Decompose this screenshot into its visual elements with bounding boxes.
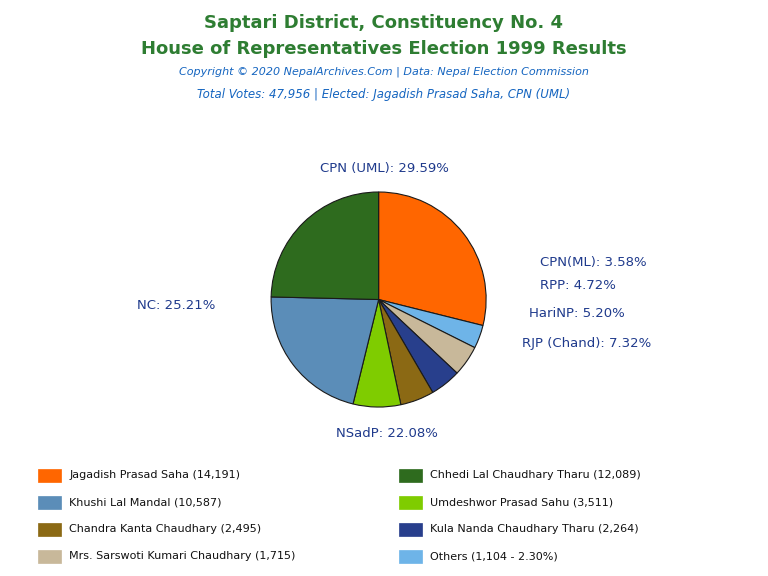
Text: RPP: 4.72%: RPP: 4.72% [540, 279, 616, 292]
Text: CPN (UML): 29.59%: CPN (UML): 29.59% [319, 162, 449, 175]
Wedge shape [379, 300, 432, 405]
Wedge shape [379, 192, 486, 325]
Text: Kula Nanda Chaudhary Tharu (2,264): Kula Nanda Chaudhary Tharu (2,264) [430, 524, 639, 535]
Text: Copyright © 2020 NepalArchives.Com | Data: Nepal Election Commission: Copyright © 2020 NepalArchives.Com | Dat… [179, 66, 589, 77]
Text: House of Representatives Election 1999 Results: House of Representatives Election 1999 R… [141, 40, 627, 58]
Wedge shape [379, 300, 483, 348]
Wedge shape [271, 297, 379, 404]
Wedge shape [353, 300, 401, 407]
Wedge shape [379, 300, 457, 392]
Wedge shape [271, 192, 379, 300]
Text: Others (1,104 - 2.30%): Others (1,104 - 2.30%) [430, 551, 558, 562]
Text: CPN(ML): 3.58%: CPN(ML): 3.58% [540, 256, 647, 270]
Text: NC: 25.21%: NC: 25.21% [137, 300, 215, 312]
Wedge shape [379, 300, 475, 373]
Text: Total Votes: 47,956 | Elected: Jagadish Prasad Saha, CPN (UML): Total Votes: 47,956 | Elected: Jagadish … [197, 88, 571, 101]
Text: HariNP: 5.20%: HariNP: 5.20% [529, 307, 625, 320]
Text: Umdeshwor Prasad Sahu (3,511): Umdeshwor Prasad Sahu (3,511) [430, 497, 613, 507]
Text: Chandra Kanta Chaudhary (2,495): Chandra Kanta Chaudhary (2,495) [69, 524, 261, 535]
Text: NSadP: 22.08%: NSadP: 22.08% [336, 427, 439, 441]
Text: Mrs. Sarswoti Kumari Chaudhary (1,715): Mrs. Sarswoti Kumari Chaudhary (1,715) [69, 551, 296, 562]
Text: RJP (Chand): 7.32%: RJP (Chand): 7.32% [521, 337, 650, 350]
Text: Chhedi Lal Chaudhary Tharu (12,089): Chhedi Lal Chaudhary Tharu (12,089) [430, 470, 641, 480]
Text: Khushi Lal Mandal (10,587): Khushi Lal Mandal (10,587) [69, 497, 222, 507]
Text: Saptari District, Constituency No. 4: Saptari District, Constituency No. 4 [204, 14, 564, 32]
Text: Jagadish Prasad Saha (14,191): Jagadish Prasad Saha (14,191) [69, 470, 240, 480]
